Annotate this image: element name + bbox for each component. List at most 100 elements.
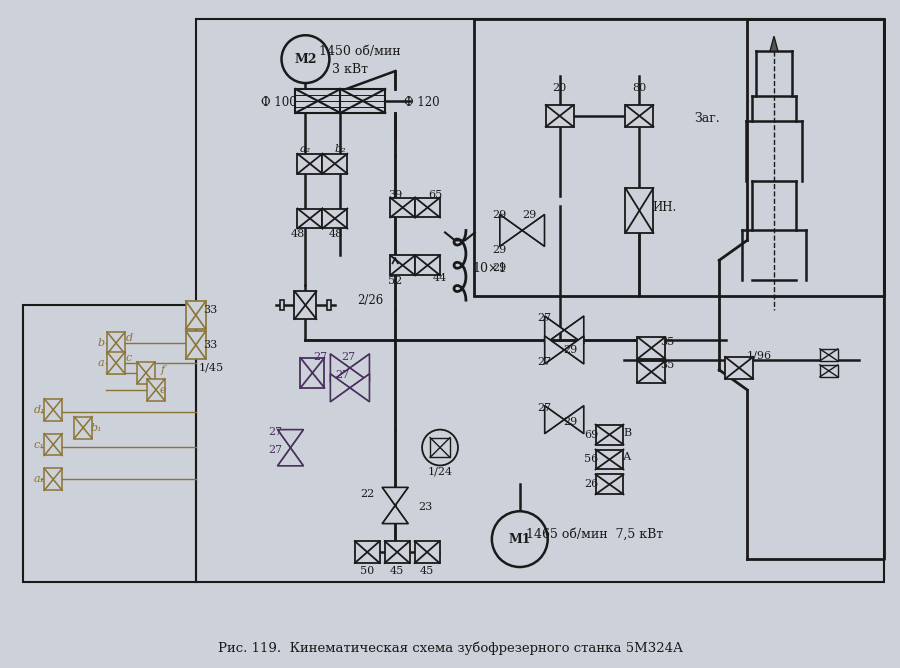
Text: 1/45: 1/45: [198, 363, 223, 373]
Bar: [384, 541, 410, 563]
Bar: [44, 468, 62, 490]
Text: 65: 65: [428, 190, 442, 200]
Text: 1/96: 1/96: [746, 351, 771, 361]
Text: 27: 27: [537, 403, 552, 413]
Bar: [328, 300, 331, 310]
Bar: [391, 198, 415, 218]
Polygon shape: [330, 374, 350, 401]
Text: 69: 69: [584, 430, 598, 440]
Bar: [391, 255, 415, 275]
Text: 3 кВт: 3 кВт: [332, 63, 368, 75]
Bar: [298, 208, 322, 228]
Text: Ф 120: Ф 120: [404, 96, 440, 110]
Text: 56: 56: [584, 454, 598, 464]
Text: 35: 35: [661, 337, 674, 347]
Text: 27: 27: [537, 313, 552, 323]
Text: 1450 об/мин: 1450 об/мин: [320, 45, 401, 57]
Text: 44: 44: [433, 273, 447, 283]
Text: 29: 29: [563, 417, 578, 427]
Bar: [74, 417, 92, 439]
Polygon shape: [350, 354, 369, 382]
Bar: [322, 208, 347, 228]
Text: d₁: d₁: [33, 405, 45, 415]
Circle shape: [492, 511, 548, 567]
Text: e: e: [159, 385, 166, 395]
Text: Ф 100: Ф 100: [261, 96, 296, 110]
Text: c: c: [126, 353, 132, 363]
Bar: [596, 474, 624, 494]
Text: 29: 29: [492, 245, 507, 255]
Bar: [298, 154, 322, 174]
Polygon shape: [564, 405, 584, 434]
Bar: [147, 379, 165, 401]
Polygon shape: [770, 36, 778, 51]
Text: 2/26: 2/26: [357, 294, 383, 307]
Polygon shape: [544, 405, 564, 434]
Text: 26: 26: [584, 480, 598, 490]
Text: a₂: a₂: [300, 144, 311, 154]
Bar: [301, 358, 324, 388]
Polygon shape: [564, 316, 584, 344]
Text: a₁: a₁: [33, 474, 45, 484]
Bar: [725, 357, 753, 379]
Text: f: f: [161, 365, 165, 375]
Bar: [280, 300, 284, 310]
Bar: [107, 352, 125, 374]
Bar: [545, 105, 573, 127]
Bar: [626, 105, 653, 127]
Text: 27: 27: [341, 352, 356, 362]
Polygon shape: [382, 488, 408, 506]
Bar: [626, 188, 653, 233]
Bar: [820, 365, 838, 377]
Text: А: А: [624, 452, 632, 462]
Text: 48: 48: [328, 229, 343, 239]
Text: 29: 29: [492, 263, 507, 273]
Text: 48: 48: [291, 229, 304, 239]
Polygon shape: [350, 374, 369, 401]
Text: 27: 27: [268, 427, 283, 437]
Text: 33: 33: [203, 305, 218, 315]
Text: 35: 35: [661, 360, 674, 370]
Text: 1/24: 1/24: [428, 466, 453, 476]
Polygon shape: [544, 316, 564, 344]
Text: c₁: c₁: [34, 440, 45, 450]
Bar: [185, 301, 206, 329]
Polygon shape: [522, 214, 544, 246]
Bar: [637, 361, 665, 383]
Bar: [196, 19, 884, 582]
Polygon shape: [500, 214, 522, 246]
Bar: [322, 154, 347, 174]
Bar: [596, 450, 624, 470]
Text: b₁: b₁: [90, 423, 102, 433]
Bar: [415, 198, 440, 218]
Polygon shape: [330, 354, 350, 382]
Circle shape: [282, 35, 329, 83]
Text: ИН.: ИН.: [652, 201, 677, 214]
Text: В: В: [624, 428, 632, 438]
Bar: [415, 541, 439, 563]
Bar: [474, 19, 884, 296]
Text: 10×1: 10×1: [472, 262, 507, 275]
Text: М1: М1: [508, 532, 531, 546]
Text: d: d: [125, 333, 132, 343]
Bar: [415, 255, 440, 275]
Bar: [137, 362, 155, 384]
Text: 23: 23: [418, 502, 432, 512]
Text: b: b: [97, 338, 104, 348]
Polygon shape: [277, 430, 303, 448]
Bar: [185, 331, 206, 359]
Bar: [820, 349, 838, 361]
Bar: [107, 332, 125, 354]
Text: 29: 29: [563, 345, 578, 355]
Text: 52: 52: [388, 277, 402, 286]
Bar: [44, 434, 62, 456]
Polygon shape: [544, 336, 564, 364]
Bar: [355, 541, 380, 563]
Text: b₂: b₂: [335, 144, 346, 154]
Text: 20: 20: [553, 83, 567, 93]
Text: 27: 27: [336, 370, 349, 380]
Text: 50: 50: [360, 566, 374, 576]
Bar: [23, 305, 196, 582]
Text: 45: 45: [420, 566, 434, 576]
Text: Заг.: Заг.: [695, 112, 720, 126]
